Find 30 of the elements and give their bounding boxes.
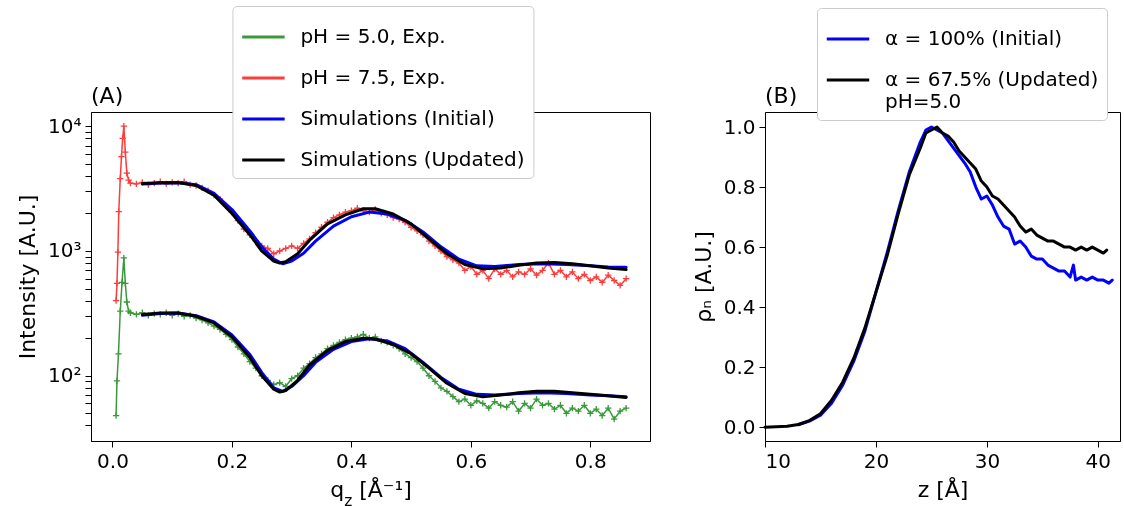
- x-tick-label: 20: [863, 448, 890, 473]
- legend-label: pH = 7.5, Exp.: [300, 65, 446, 89]
- y-tick-label: 10⁴: [48, 113, 82, 138]
- y-axis-title: ρₙ [A.U.]: [690, 231, 716, 323]
- x-tick-label: 30: [974, 448, 1001, 473]
- x-tick-label: 0.4: [335, 448, 368, 473]
- legend-label: Simulations (Updated): [300, 147, 525, 171]
- y-tick-label: 0.6: [723, 234, 756, 259]
- x-tick-label: 40: [1085, 448, 1112, 473]
- x-tick-label: 0.6: [455, 448, 488, 473]
- y-tick-label: 1.0: [723, 114, 756, 139]
- chart-title: (B): [765, 82, 798, 108]
- x-tick-label: 0.2: [216, 448, 249, 473]
- legend-label: Simulations (Initial): [300, 106, 495, 130]
- chart-title: (A): [91, 82, 124, 108]
- y-tick-label: 0.2: [723, 354, 756, 379]
- y-tick-label: 10³: [48, 238, 82, 263]
- x-tick-label: 0.0: [97, 448, 129, 473]
- x-tick-label: 10: [765, 448, 791, 473]
- legend-label: pH = 5.0, Exp.: [300, 24, 446, 48]
- y-tick-label: 0.0: [723, 414, 756, 439]
- y-axis-title: Intensity [A.U.]: [15, 194, 41, 360]
- x-tick-label: 0.8: [574, 448, 607, 473]
- legend-label: α = 100% (Initial): [885, 26, 1063, 50]
- y-tick-label: 10²: [48, 363, 82, 388]
- y-tick-label: 0.4: [723, 294, 756, 319]
- y-tick-label: 0.8: [723, 174, 756, 199]
- x-axis-title: q$_{z}$ [Å⁻¹]: [330, 475, 412, 506]
- x-axis-title: z [Å]: [917, 475, 969, 502]
- legend-label: α = 67.5% (Updated) pH=5.0: [885, 67, 1099, 113]
